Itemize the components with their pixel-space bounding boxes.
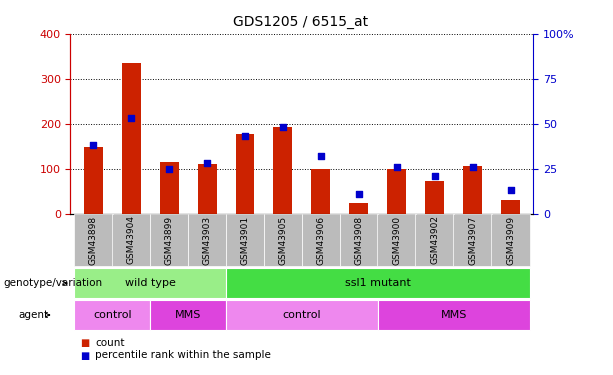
Text: MMS: MMS	[441, 310, 467, 320]
Text: GSM43904: GSM43904	[127, 216, 135, 264]
Text: control: control	[93, 310, 132, 320]
Bar	[273, 127, 292, 214]
Text: ssl1 mutant: ssl1 mutant	[345, 278, 411, 288]
Text: GSM43898: GSM43898	[89, 215, 97, 265]
Text: GSM43903: GSM43903	[202, 215, 211, 265]
Text: GSM43901: GSM43901	[240, 215, 249, 265]
Text: agent: agent	[18, 310, 48, 320]
Point	[392, 164, 402, 170]
Text: MMS: MMS	[175, 310, 201, 320]
Bar	[349, 202, 368, 214]
Text: GDS1205 / 6515_at: GDS1205 / 6515_at	[233, 15, 368, 29]
Bar	[425, 181, 444, 214]
Bar	[501, 200, 520, 214]
Text: GSM43908: GSM43908	[354, 215, 364, 265]
Point	[126, 116, 136, 122]
Text: wild type: wild type	[124, 278, 175, 288]
Text: percentile rank within the sample: percentile rank within the sample	[95, 351, 271, 360]
Point	[354, 191, 364, 197]
Bar	[122, 63, 140, 214]
Text: ■: ■	[80, 351, 89, 360]
Point	[468, 164, 478, 170]
Point	[506, 188, 516, 194]
Text: count: count	[95, 338, 124, 348]
Bar	[235, 134, 254, 214]
Bar	[311, 169, 330, 214]
Point	[278, 124, 288, 130]
Text: GSM43900: GSM43900	[392, 215, 402, 265]
Bar	[159, 162, 178, 214]
Point	[88, 142, 98, 148]
Text: GSM43906: GSM43906	[316, 215, 326, 265]
Point	[430, 173, 440, 179]
Text: control: control	[283, 310, 321, 320]
Bar	[387, 169, 406, 214]
Bar	[84, 147, 103, 214]
Text: GSM43902: GSM43902	[430, 216, 439, 264]
Point	[316, 153, 326, 159]
Text: genotype/variation: genotype/variation	[3, 278, 102, 288]
Text: GSM43909: GSM43909	[506, 215, 515, 265]
Point	[164, 166, 174, 172]
Point	[240, 134, 250, 140]
Text: ■: ■	[80, 338, 89, 348]
Bar	[463, 166, 482, 214]
Point	[202, 160, 212, 166]
Text: GSM43907: GSM43907	[468, 215, 477, 265]
Bar	[197, 164, 216, 214]
Text: GSM43899: GSM43899	[165, 215, 173, 265]
Text: GSM43905: GSM43905	[278, 215, 287, 265]
